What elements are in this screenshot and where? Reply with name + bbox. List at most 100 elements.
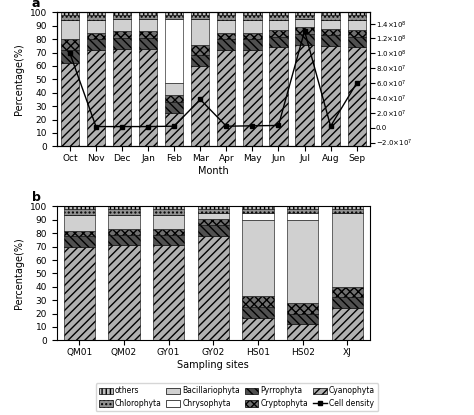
Bar <box>153 209 184 215</box>
Bar <box>153 234 184 245</box>
Bar <box>87 15 105 20</box>
Bar <box>139 31 157 38</box>
Bar <box>108 245 139 340</box>
Bar <box>269 15 288 20</box>
Bar <box>295 19 314 27</box>
Bar <box>108 229 139 234</box>
Bar <box>191 15 210 19</box>
Bar <box>332 287 363 298</box>
Bar <box>87 39 105 50</box>
Bar <box>113 31 131 38</box>
Bar <box>347 37 366 47</box>
Bar <box>243 39 262 50</box>
Bar <box>61 50 79 63</box>
Bar <box>217 20 236 32</box>
Y-axis label: Percentage(%): Percentage(%) <box>14 44 24 115</box>
Bar <box>64 247 95 340</box>
Bar <box>242 296 273 307</box>
Bar <box>61 15 79 20</box>
Bar <box>242 307 273 317</box>
Bar <box>64 231 95 236</box>
Bar <box>321 15 340 20</box>
Bar <box>108 234 139 245</box>
X-axis label: Sampling sites: Sampling sites <box>177 360 249 370</box>
Bar <box>113 15 131 19</box>
Bar <box>242 317 273 340</box>
Bar <box>269 12 288 15</box>
Bar <box>332 308 363 340</box>
Bar <box>198 219 229 225</box>
Bar <box>113 38 131 49</box>
Bar <box>217 39 236 50</box>
Bar <box>332 209 363 213</box>
Bar <box>287 324 319 340</box>
Bar <box>242 220 273 296</box>
Bar <box>321 35 340 46</box>
Bar <box>165 19 183 83</box>
Bar <box>87 50 105 146</box>
Bar <box>64 236 95 247</box>
Bar <box>243 32 262 39</box>
Bar <box>321 12 340 15</box>
Bar <box>191 66 210 146</box>
Bar <box>287 314 319 324</box>
Bar <box>242 213 273 220</box>
Bar <box>217 15 236 20</box>
Bar <box>269 20 288 30</box>
Bar <box>64 209 95 215</box>
Bar <box>295 27 314 34</box>
Bar <box>61 39 79 50</box>
Bar <box>165 95 183 102</box>
Bar <box>243 50 262 146</box>
Bar <box>191 55 210 66</box>
Bar <box>165 12 183 15</box>
Bar <box>287 209 319 213</box>
Bar <box>198 236 229 340</box>
Bar <box>242 209 273 213</box>
Bar <box>153 207 184 209</box>
Bar <box>113 19 131 31</box>
Bar <box>287 303 319 314</box>
Bar <box>321 29 340 35</box>
Bar <box>191 19 210 44</box>
Bar <box>287 220 319 303</box>
Text: b: b <box>32 191 41 204</box>
Bar <box>321 20 340 29</box>
Bar <box>243 20 262 32</box>
Bar <box>332 298 363 308</box>
Bar <box>108 215 139 229</box>
Legend: others, Chlorophyta, Bacillariophyta, Chrysophyta, Pyrrophyta, Cryptophyta, Cyan: others, Chlorophyta, Bacillariophyta, Ch… <box>96 383 378 411</box>
Bar <box>165 113 183 146</box>
Bar <box>287 207 319 209</box>
Bar <box>217 32 236 39</box>
Bar <box>269 37 288 47</box>
Bar <box>295 15 314 19</box>
Bar <box>64 207 95 209</box>
Bar <box>61 20 79 39</box>
Bar <box>198 213 229 219</box>
Bar <box>347 15 366 20</box>
Bar <box>347 47 366 146</box>
Bar <box>295 44 314 146</box>
Bar <box>191 12 210 15</box>
Bar <box>165 102 183 113</box>
Bar <box>217 50 236 146</box>
Bar <box>113 12 131 15</box>
Bar <box>139 15 157 19</box>
Bar <box>61 63 79 146</box>
Bar <box>61 12 79 15</box>
Bar <box>113 49 131 146</box>
Bar <box>243 15 262 20</box>
Bar <box>198 207 229 209</box>
Bar <box>191 44 210 55</box>
Y-axis label: Percentage(%): Percentage(%) <box>14 237 24 309</box>
Bar <box>295 34 314 44</box>
Bar <box>269 30 288 37</box>
Bar <box>108 209 139 215</box>
X-axis label: Month: Month <box>198 166 228 176</box>
Bar <box>242 207 273 209</box>
Bar <box>153 245 184 340</box>
Bar <box>347 20 366 30</box>
Bar <box>139 49 157 146</box>
Bar <box>87 12 105 15</box>
